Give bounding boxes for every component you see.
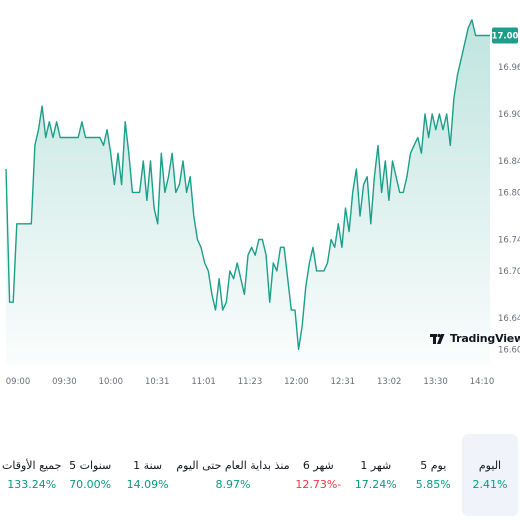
performance-tabs: اليوم 2.41% 5 يوم 5.85% 1 شهر 17.24% 6 شهر 12.7… [0,430,520,520]
performance-value: 70.00% [69,478,112,491]
performance-value: 14.09% [126,478,169,491]
performance-label: 1 سنة [133,459,163,472]
tradingview-logo: TradingView [430,332,520,345]
y-tick-label: 16.74 [498,235,520,245]
y-tick-label: 16.60 [498,345,520,355]
performance-value: 17.24% [354,478,397,491]
x-tick-label: 13:02 [377,377,402,387]
performance-value: 2.41% [472,478,508,491]
performance-tab-4[interactable]: منذ بداية العام حتى اليوم 8.97% [176,434,289,516]
y-tick-label: 16.70 [498,267,520,277]
price-chart[interactable]: 16.60 16.64 16.70 16.74 16.80 16.84 16.90 16.96… [0,0,520,390]
performance-value: 5.85% [415,478,451,491]
performance-label: 5 يوم [420,459,447,472]
x-tick-label: 12:31 [331,377,356,387]
last-price-label: 17.00 [492,32,519,42]
performance-tab-2[interactable]: 1 شهر 17.24% [347,434,404,516]
performance-label: 1 شهر [360,459,392,472]
y-tick-label: 16.96 [498,63,520,73]
x-tick-label: 14:10 [470,377,495,387]
x-tick-label: 13:30 [423,377,448,387]
y-tick-label: 16.84 [498,157,520,167]
y-tick-label: 16.64 [498,314,520,324]
price-area [6,19,490,366]
performance-tab-0[interactable]: اليوم 2.41% [462,434,518,516]
performance-tab-1[interactable]: 5 يوم 5.85% [405,434,462,516]
x-tick-label: 10:31 [145,377,170,387]
performance-tab-6[interactable]: 5 سنوات 70.00% [61,434,118,516]
x-tick-label: 09:00 [6,377,31,387]
y-tick-label: 16.90 [498,110,520,120]
performance-value: 12.73%- [295,478,342,491]
tradingview-icon [430,333,445,344]
performance-tab-7[interactable]: جميع الأوقات 133.24% [2,434,61,516]
x-tick-label: 12:00 [284,377,309,387]
performance-label: 5 سنوات [69,459,112,472]
performance-tab-5[interactable]: 1 سنة 14.09% [119,434,176,516]
chart-svg: 16.60 16.64 16.70 16.74 16.80 16.84 16.90 16.96… [5,19,520,387]
performance-label: جميع الأوقات [2,459,62,472]
performance-value: 8.97% [215,478,251,491]
performance-label: اليوم [478,459,502,472]
price-line [5,19,490,350]
x-tick-label: 11:01 [191,377,216,387]
performance-value: 133.24% [7,478,57,491]
performance-label: 6 شهر [302,459,334,472]
performance-tab-3[interactable]: 6 شهر 12.73%- [290,434,347,516]
tradingview-logo-text: TradingView [450,332,520,345]
x-tick-label: 10:00 [99,377,124,387]
x-tick-label: 11:23 [238,377,263,387]
x-tick-label: 09:30 [52,377,77,387]
y-tick-label: 16.80 [498,188,520,198]
last-price-tag [492,27,518,44]
performance-label: منذ بداية العام حتى اليوم [176,459,290,472]
